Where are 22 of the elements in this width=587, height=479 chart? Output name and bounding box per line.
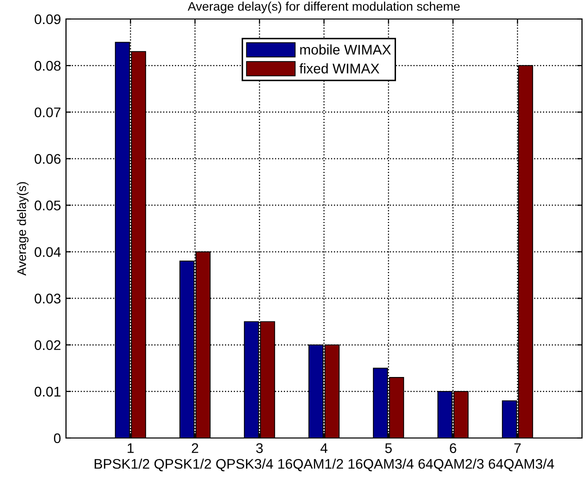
y-tick-label: 0.05 (34, 200, 61, 210)
chart-title: Average delay(s) for different modulation scheme (188, 2, 460, 14)
y-tick-label: 0.07 (34, 107, 60, 118)
legend-label: fixed WIMAX (300, 63, 380, 74)
x-tick-label: 2 (192, 443, 198, 453)
y-tick-label: 0.04 (34, 247, 61, 257)
y-tick-label: 0.09 (34, 14, 60, 24)
x-tick-label: 7 (514, 443, 521, 453)
x-axis-title: BPSK1/2 QPSK1/2 QPSK3/4 16QAM1/2 16QAM3/4 64QAM2/3 64QAM3/4 (94, 458, 554, 472)
y-tick-label: 0.03 (34, 294, 61, 304)
y-tick-label: 0 (54, 433, 61, 444)
x-tick-label: 4 (320, 443, 328, 453)
y-tick-label: 0.08 (34, 60, 61, 71)
x-tick-label: 6 (450, 443, 456, 454)
x-tick-label: 3 (256, 443, 263, 454)
y-axis-title: Average delay(s) (16, 182, 29, 276)
x-tick-label: 1 (128, 443, 134, 453)
x-tick-label: 5 (385, 443, 392, 454)
legend-label: mobile WIMAX (300, 44, 391, 55)
y-tick-label: 0.01 (34, 386, 60, 397)
y-tick-label: 0.06 (34, 154, 61, 164)
y-tick-label: 0.02 (34, 340, 60, 350)
